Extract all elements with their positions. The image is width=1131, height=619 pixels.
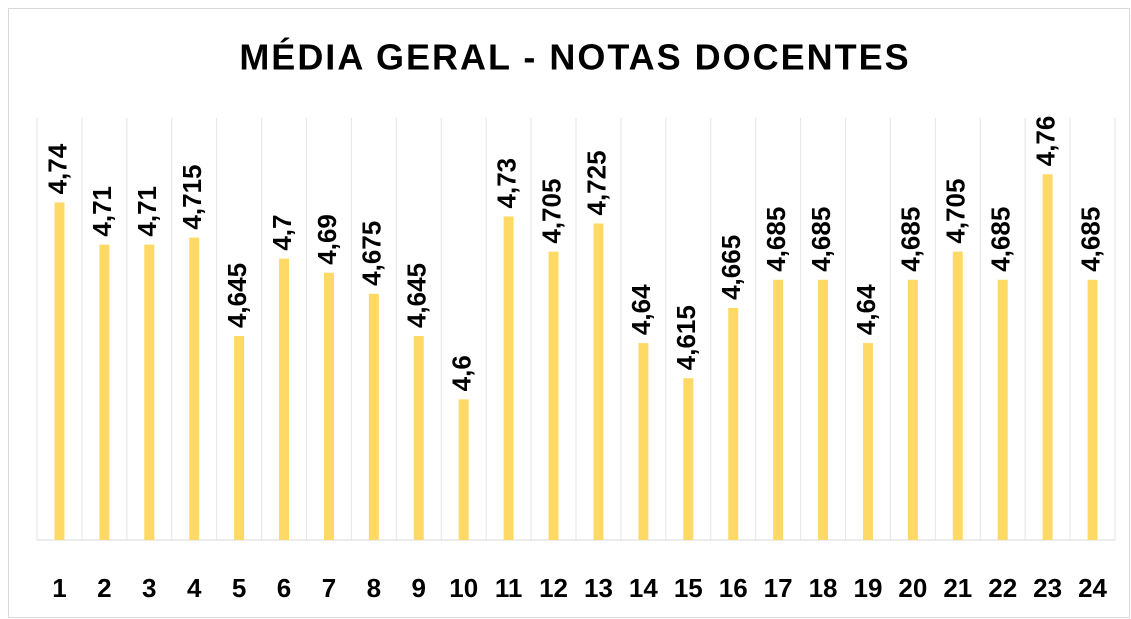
bar (99, 244, 110, 540)
bar (593, 223, 604, 540)
data-label: 4,74 (42, 143, 72, 194)
chart-title: MÉDIA GERAL - NOTAS DOCENTES (239, 37, 910, 78)
bar (1042, 174, 1053, 540)
bar (683, 378, 694, 540)
data-label: 4,71 (132, 186, 162, 237)
x-tick-label: 4 (187, 573, 202, 603)
data-label: 4,685 (986, 207, 1016, 272)
x-tick-label: 10 (449, 573, 478, 603)
x-tick-label: 2 (97, 573, 111, 603)
data-label: 4,64 (626, 284, 656, 335)
x-tick-label: 20 (898, 573, 927, 603)
bar (54, 202, 65, 540)
x-tick-label: 21 (943, 573, 972, 603)
bar (907, 279, 918, 540)
bar (503, 216, 514, 540)
bar (234, 336, 245, 540)
bar (638, 343, 649, 540)
data-label: 4,645 (222, 263, 252, 328)
x-tick-label: 5 (232, 573, 246, 603)
data-label: 4,725 (581, 150, 611, 215)
x-tick-label: 24 (1078, 573, 1107, 603)
data-label: 4,685 (1075, 207, 1105, 272)
x-tick-label: 22 (988, 573, 1017, 603)
x-tick-label: 3 (142, 573, 156, 603)
bar (997, 279, 1008, 540)
x-tick-label: 18 (809, 573, 838, 603)
bar (1087, 279, 1098, 540)
x-tick-label: 19 (853, 573, 882, 603)
data-label: 4,6 (447, 355, 477, 391)
bar (368, 293, 379, 540)
bar (862, 343, 873, 540)
data-label: 4,7 (267, 215, 297, 251)
x-tick-label: 7 (322, 573, 336, 603)
data-label: 4,705 (941, 179, 971, 244)
data-label: 4,69 (312, 214, 342, 265)
data-label: 4,615 (671, 305, 701, 370)
bar (413, 336, 424, 540)
data-label: 4,715 (177, 164, 207, 229)
x-tick-label: 9 (412, 573, 426, 603)
data-label: 4,73 (492, 158, 522, 209)
bar (548, 251, 559, 540)
data-label: 4,685 (896, 207, 926, 272)
bar (458, 399, 469, 540)
data-label: 4,665 (716, 235, 746, 300)
bar (952, 251, 963, 540)
x-tick-label: 6 (277, 573, 291, 603)
x-tick-label: 1 (52, 573, 66, 603)
bar (773, 279, 784, 540)
x-tick-label: 14 (629, 573, 658, 603)
data-label: 4,685 (761, 207, 791, 272)
x-tick-label: 17 (764, 573, 793, 603)
data-label: 4,71 (87, 186, 117, 237)
x-tick-label: 8 (367, 573, 381, 603)
data-label: 4,685 (806, 207, 836, 272)
x-tick-label: 23 (1033, 573, 1062, 603)
bar (323, 272, 334, 540)
x-tick-label: 13 (584, 573, 613, 603)
x-tick-label: 11 (495, 573, 523, 603)
bar (818, 279, 829, 540)
data-label: 4,645 (402, 263, 432, 328)
x-tick-label: 15 (674, 573, 703, 603)
x-tick-label: 12 (539, 573, 568, 603)
bar (728, 307, 739, 540)
bar (189, 237, 200, 541)
data-label: 4,64 (851, 284, 881, 335)
data-label: 4,675 (357, 221, 387, 286)
data-label: 4,76 (1031, 116, 1061, 167)
data-label: 4,705 (536, 179, 566, 244)
x-tick-label: 16 (719, 573, 748, 603)
bar (144, 244, 155, 540)
bar (279, 258, 290, 540)
